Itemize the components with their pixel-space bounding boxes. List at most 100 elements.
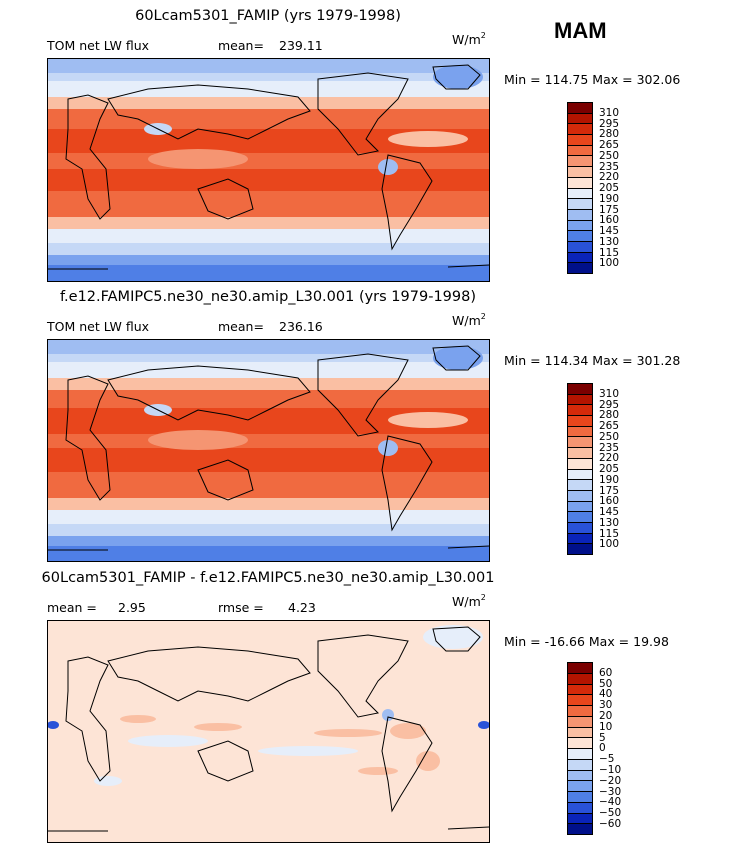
colorbar-swatch — [568, 263, 592, 273]
panel-1-colorbar — [567, 102, 593, 274]
panel-3-units: W/m2 — [452, 593, 486, 609]
colorbar-swatch — [568, 384, 592, 395]
panel-3-map — [47, 620, 490, 843]
colorbar-tick-label: 205 — [599, 463, 620, 475]
colorbar-swatch — [568, 241, 592, 253]
colorbar-tick-label: 280 — [599, 409, 620, 422]
colorbar-swatch — [568, 188, 592, 200]
colorbar-swatch — [568, 695, 592, 706]
panel-3-colorbar — [567, 662, 593, 835]
colorbar-tick-label: 0 — [599, 742, 606, 755]
panel-1-title: 60Lcam5301_FAMIP (yrs 1979-1998) — [135, 8, 401, 24]
colorbar-swatch — [568, 727, 592, 739]
panel-2-mean-value: 236.16 — [279, 319, 323, 334]
colorbar-tick-label: 50 — [599, 677, 613, 690]
colorbar-swatch — [568, 167, 592, 178]
colorbar-swatch — [568, 458, 592, 470]
colorbar-tick-label: 235 — [599, 160, 620, 173]
colorbar-tick-label: 130 — [599, 235, 620, 248]
colorbar-swatch — [568, 792, 592, 803]
panel-3-rmse-label: rmse = — [218, 600, 264, 615]
colorbar-swatch — [568, 145, 592, 157]
panel-2-colorbar — [567, 383, 593, 555]
panel-2-minmax: Min = 114.34 Max = 301.28 — [504, 353, 681, 368]
colorbar-swatch — [568, 490, 592, 502]
colorbar-swatch — [568, 231, 592, 242]
colorbar-tick-label: 30 — [599, 699, 613, 712]
colorbar-swatch — [568, 544, 592, 554]
colorbar-tick-label: 295 — [599, 398, 620, 411]
colorbar-tick-label: 20 — [599, 710, 613, 722]
colorbar-tick-label: 5 — [599, 731, 606, 744]
colorbar-swatch — [568, 135, 592, 146]
colorbar-swatch — [568, 781, 592, 792]
colorbar-tick-label: 295 — [599, 117, 620, 130]
colorbar-swatch — [568, 716, 592, 728]
colorbar-tick-label: −10 — [599, 764, 622, 776]
colorbar-tick-label: 280 — [599, 128, 620, 141]
colorbar-swatch — [568, 156, 592, 168]
colorbar-tick-label: 175 — [599, 484, 620, 497]
panel-1-units: W/m2 — [452, 31, 486, 47]
panel-2-title: f.e12.FAMIPC5.ne30_ne30.amip_L30.001 (yr… — [59, 289, 477, 305]
colorbar-tick-label: 220 — [599, 171, 620, 184]
colorbar-tick-label: 310 — [599, 387, 620, 400]
colorbar-swatch — [568, 252, 592, 264]
colorbar-swatch — [568, 405, 592, 417]
colorbar-tick-label: 100 — [599, 538, 620, 551]
panel-2-units: W/m2 — [452, 312, 486, 328]
colorbar-tick-label: 250 — [599, 149, 620, 162]
colorbar-swatch — [568, 220, 592, 232]
panel-2-variable-label: TOM net LW flux — [47, 319, 150, 334]
colorbar-tick-label: 10 — [599, 720, 613, 733]
panel-3-map-field — [48, 621, 489, 842]
colorbar-tick-label: 265 — [599, 139, 620, 151]
panel-1-mean-label: mean= — [218, 38, 264, 53]
colorbar-tick-label: −60 — [599, 818, 622, 830]
panel-3-minmax: Min = -16.66 Max = 19.98 — [504, 634, 669, 649]
colorbar-swatch — [568, 469, 592, 481]
colorbar-tick-label: 115 — [599, 527, 620, 540]
panel-3-mean-label: mean = — [47, 600, 97, 615]
season-label: MAM — [554, 18, 607, 43]
colorbar-tick-label: 145 — [599, 225, 620, 237]
colorbar-swatch — [568, 813, 592, 825]
colorbar-tick-label: −30 — [599, 785, 622, 798]
panel-1-minmax: Min = 114.75 Max = 302.06 — [504, 72, 681, 87]
colorbar-swatch — [568, 394, 592, 406]
colorbar-swatch — [568, 209, 592, 221]
colorbar-tick-label: 160 — [599, 495, 620, 508]
colorbar-swatch — [568, 738, 592, 749]
colorbar-tick-label: 40 — [599, 688, 613, 701]
colorbar-swatch — [568, 759, 592, 771]
colorbar-swatch — [568, 802, 592, 814]
colorbar-swatch — [568, 663, 592, 674]
panel-3-rmse-value: 4.23 — [288, 600, 316, 615]
colorbar-swatch — [568, 448, 592, 459]
colorbar-swatch — [568, 770, 592, 782]
colorbar-tick-label: 190 — [599, 192, 620, 205]
colorbar-swatch — [568, 437, 592, 449]
colorbar-swatch — [568, 501, 592, 513]
colorbar-tick-label: −40 — [599, 796, 622, 809]
colorbar-tick-label: 235 — [599, 441, 620, 454]
colorbar-swatch — [568, 480, 592, 491]
panel-1-map-field — [48, 59, 489, 281]
colorbar-swatch — [568, 706, 592, 717]
panel-1-mean-value: 239.11 — [279, 38, 323, 53]
colorbar-tick-label: 160 — [599, 214, 620, 227]
colorbar-swatch — [568, 426, 592, 438]
colorbar-tick-label: 100 — [599, 257, 620, 270]
colorbar-swatch — [568, 103, 592, 114]
colorbar-swatch — [568, 684, 592, 696]
colorbar-tick-label: 130 — [599, 516, 620, 529]
colorbar-tick-label: 60 — [599, 666, 613, 679]
colorbar-swatch — [568, 113, 592, 125]
colorbar-tick-label: 310 — [599, 106, 620, 119]
colorbar-tick-label: 220 — [599, 452, 620, 465]
colorbar-tick-label: 205 — [599, 182, 620, 194]
colorbar-swatch — [568, 177, 592, 189]
colorbar-tick-label: 145 — [599, 506, 620, 518]
colorbar-tick-label: 190 — [599, 473, 620, 486]
panel-2-mean-label: mean= — [218, 319, 264, 334]
